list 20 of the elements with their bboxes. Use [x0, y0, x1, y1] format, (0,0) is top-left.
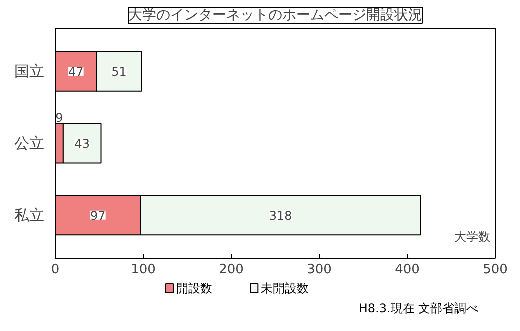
x-tick-label: 500	[483, 262, 508, 278]
y-tick-label: 公立	[14, 134, 44, 152]
data-label: 318	[269, 208, 292, 223]
x-tick-label: 100	[131, 262, 156, 278]
data-label: 47	[68, 65, 84, 80]
text: H8.3.現在 文部省調べ	[358, 302, 479, 316]
legend-label: 未開設数	[261, 282, 310, 296]
data-label: 97	[90, 208, 106, 223]
data-label: 51	[112, 65, 127, 80]
x-axis-title: 大学数	[454, 230, 490, 244]
legend-label: 開設数	[176, 282, 212, 296]
chart-title: 大学のインターネットのホームページ開設状況	[128, 8, 422, 24]
x-tick-label: 400	[395, 262, 420, 278]
x-tick-label: 200	[219, 262, 244, 278]
data-label: 9	[56, 110, 64, 125]
y-tick-label: 私立	[14, 206, 44, 224]
x-tick-label: 0	[51, 262, 60, 278]
y-tick-label: 国立	[14, 62, 44, 81]
x-tick-label: 300	[307, 262, 332, 278]
data-label: 43	[74, 137, 90, 151]
